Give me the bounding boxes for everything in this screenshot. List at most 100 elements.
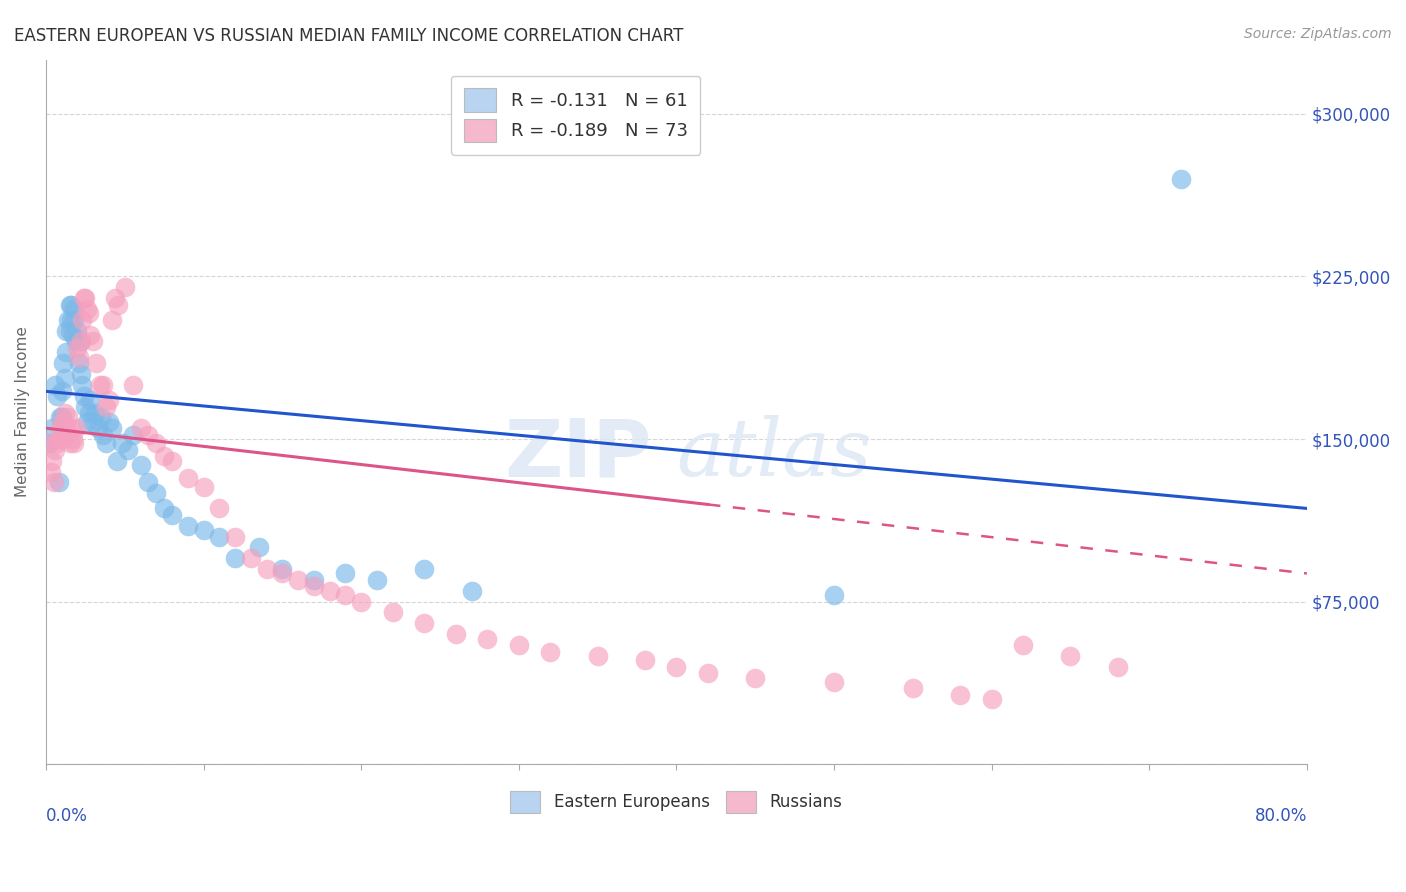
Point	[91, 377, 114, 392]
Point	[94, 400, 117, 414]
Point	[413, 616, 436, 631]
Point	[823, 674, 845, 689]
Point	[38, 436, 60, 450]
Point	[665, 659, 688, 673]
Text: 80.0%: 80.0%	[1254, 806, 1308, 824]
Point	[224, 530, 246, 544]
Point	[980, 692, 1002, 706]
Point	[138, 475, 160, 490]
Point	[193, 480, 215, 494]
Point	[105, 454, 128, 468]
Point	[75, 400, 97, 414]
Point	[1107, 659, 1129, 673]
Point	[55, 345, 77, 359]
Point	[79, 328, 101, 343]
Point	[59, 297, 82, 311]
Point	[224, 551, 246, 566]
Point	[121, 427, 143, 442]
Point	[70, 313, 93, 327]
Point	[335, 588, 357, 602]
Point	[75, 291, 97, 305]
Y-axis label: Median Family Income: Median Family Income	[15, 326, 30, 498]
Point	[1170, 172, 1192, 186]
Point	[86, 356, 108, 370]
Point	[65, 334, 87, 349]
Point	[153, 501, 176, 516]
Point	[55, 421, 77, 435]
Point	[66, 341, 89, 355]
Point	[114, 280, 136, 294]
Point	[63, 436, 86, 450]
Point	[444, 627, 467, 641]
Point	[1012, 638, 1035, 652]
Point	[117, 442, 139, 457]
Point	[586, 648, 609, 663]
Point	[63, 313, 86, 327]
Point	[87, 421, 110, 435]
Point	[56, 410, 79, 425]
Point	[98, 392, 121, 407]
Point	[101, 313, 124, 327]
Point	[744, 671, 766, 685]
Text: EASTERN EUROPEAN VS RUSSIAN MEDIAN FAMILY INCOME CORRELATION CHART: EASTERN EUROPEAN VS RUSSIAN MEDIAN FAMIL…	[14, 27, 683, 45]
Point	[153, 450, 176, 464]
Point	[90, 410, 112, 425]
Point	[111, 436, 134, 450]
Text: Source: ZipAtlas.com: Source: ZipAtlas.com	[1244, 27, 1392, 41]
Point	[42, 475, 65, 490]
Point	[60, 297, 83, 311]
Point	[46, 389, 69, 403]
Point	[48, 475, 70, 490]
Point	[350, 594, 373, 608]
Point	[53, 371, 76, 385]
Point	[73, 389, 96, 403]
Point	[77, 306, 100, 320]
Point	[287, 573, 309, 587]
Point	[101, 421, 124, 435]
Point	[256, 562, 278, 576]
Point	[67, 356, 90, 370]
Point	[129, 421, 152, 435]
Point	[901, 681, 924, 696]
Point	[48, 432, 70, 446]
Point	[52, 432, 75, 446]
Point	[82, 334, 104, 349]
Point	[823, 588, 845, 602]
Point	[49, 410, 72, 425]
Point	[335, 566, 357, 581]
Point	[697, 666, 720, 681]
Point	[366, 573, 388, 587]
Point	[208, 530, 231, 544]
Point	[634, 653, 657, 667]
Point	[381, 606, 404, 620]
Point	[247, 541, 270, 555]
Point	[63, 301, 86, 316]
Point	[62, 432, 84, 446]
Point	[302, 573, 325, 587]
Point	[51, 384, 73, 399]
Point	[66, 324, 89, 338]
Point	[59, 436, 82, 450]
Point	[193, 523, 215, 537]
Point	[177, 518, 200, 533]
Point	[271, 566, 294, 581]
Point	[65, 421, 87, 435]
Point	[1059, 648, 1081, 663]
Point	[121, 377, 143, 392]
Point	[413, 562, 436, 576]
Point	[129, 458, 152, 472]
Point	[69, 334, 91, 349]
Point	[177, 471, 200, 485]
Point	[60, 313, 83, 327]
Point	[477, 632, 499, 646]
Point	[160, 454, 183, 468]
Point	[76, 301, 98, 316]
Point	[76, 415, 98, 429]
Point	[104, 291, 127, 305]
Point	[51, 410, 73, 425]
Text: ZIP: ZIP	[503, 415, 651, 493]
Point	[41, 454, 63, 468]
Point	[302, 579, 325, 593]
Point	[208, 501, 231, 516]
Text: 0.0%: 0.0%	[46, 806, 87, 824]
